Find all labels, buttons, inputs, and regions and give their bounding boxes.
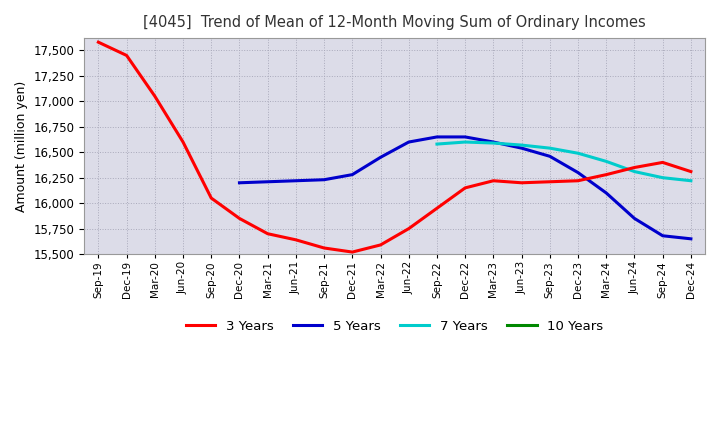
3 Years bbox=[264, 231, 272, 236]
5 Years bbox=[405, 139, 413, 145]
Line: 3 Years: 3 Years bbox=[99, 42, 691, 252]
3 Years bbox=[235, 216, 244, 221]
3 Years bbox=[602, 172, 611, 177]
3 Years bbox=[348, 249, 356, 255]
5 Years bbox=[517, 146, 526, 151]
5 Years bbox=[320, 177, 328, 182]
5 Years bbox=[348, 172, 356, 177]
5 Years bbox=[433, 134, 441, 139]
3 Years bbox=[489, 178, 498, 183]
3 Years bbox=[292, 237, 300, 242]
7 Years bbox=[461, 139, 469, 145]
3 Years bbox=[574, 178, 582, 183]
7 Years bbox=[546, 146, 554, 151]
Y-axis label: Amount (million yen): Amount (million yen) bbox=[15, 81, 28, 212]
7 Years bbox=[658, 175, 667, 180]
3 Years bbox=[461, 185, 469, 191]
7 Years bbox=[489, 140, 498, 146]
7 Years bbox=[433, 141, 441, 147]
5 Years bbox=[687, 236, 696, 242]
5 Years bbox=[377, 155, 385, 160]
5 Years bbox=[658, 233, 667, 238]
3 Years bbox=[150, 94, 159, 99]
5 Years bbox=[546, 154, 554, 159]
3 Years bbox=[546, 179, 554, 184]
7 Years bbox=[574, 150, 582, 156]
5 Years bbox=[630, 216, 639, 221]
5 Years bbox=[292, 178, 300, 183]
7 Years bbox=[602, 159, 611, 164]
5 Years bbox=[489, 139, 498, 145]
7 Years bbox=[517, 143, 526, 148]
3 Years bbox=[687, 169, 696, 174]
5 Years bbox=[235, 180, 244, 185]
Line: 5 Years: 5 Years bbox=[240, 137, 691, 239]
5 Years bbox=[574, 170, 582, 175]
3 Years bbox=[320, 246, 328, 251]
3 Years bbox=[517, 180, 526, 185]
Title: [4045]  Trend of Mean of 12-Month Moving Sum of Ordinary Incomes: [4045] Trend of Mean of 12-Month Moving … bbox=[143, 15, 646, 30]
3 Years bbox=[433, 205, 441, 211]
7 Years bbox=[687, 178, 696, 183]
3 Years bbox=[207, 195, 215, 201]
3 Years bbox=[179, 139, 187, 145]
3 Years bbox=[405, 226, 413, 231]
3 Years bbox=[630, 165, 639, 170]
Legend: 3 Years, 5 Years, 7 Years, 10 Years: 3 Years, 5 Years, 7 Years, 10 Years bbox=[181, 315, 608, 338]
3 Years bbox=[94, 40, 103, 45]
5 Years bbox=[264, 179, 272, 184]
3 Years bbox=[122, 53, 131, 58]
7 Years bbox=[630, 169, 639, 174]
5 Years bbox=[602, 191, 611, 196]
5 Years bbox=[461, 134, 469, 139]
3 Years bbox=[377, 242, 385, 248]
Line: 7 Years: 7 Years bbox=[437, 142, 691, 181]
3 Years bbox=[658, 160, 667, 165]
